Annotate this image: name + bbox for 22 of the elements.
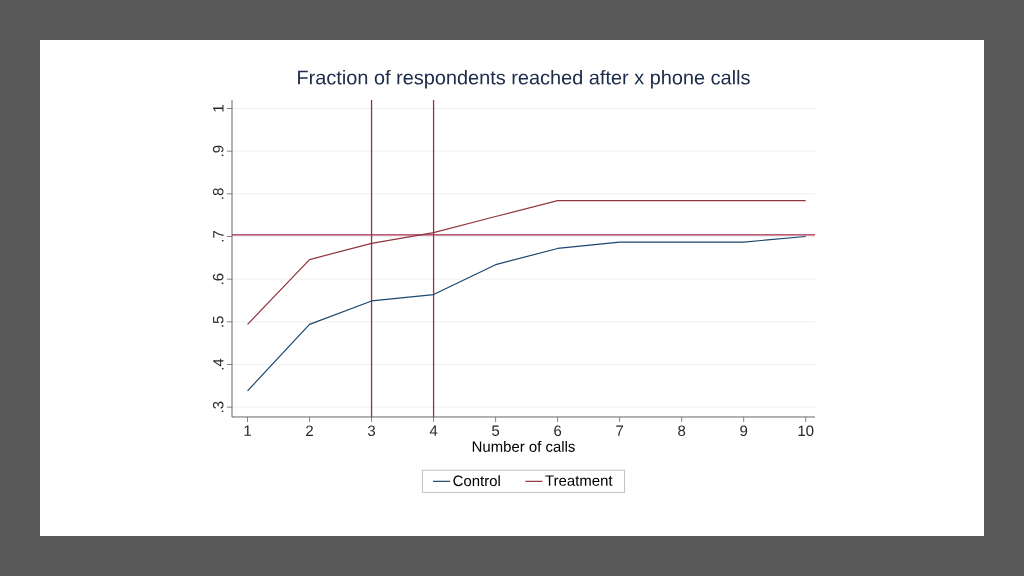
x-tick-label: 4 bbox=[429, 425, 438, 436]
x-tick-label: 7 bbox=[616, 425, 624, 436]
legend-label: Control bbox=[453, 475, 500, 487]
x-tick-label: 9 bbox=[740, 425, 748, 437]
y-tick-label: .6 bbox=[212, 273, 224, 285]
x-tick-label: 5 bbox=[492, 425, 500, 436]
x-tick-label: 1 bbox=[244, 425, 251, 436]
x-tick-label: 3 bbox=[367, 425, 376, 437]
y-tick-label: .7 bbox=[213, 231, 224, 242]
x-tick-label: 6 bbox=[554, 425, 562, 437]
y-tick-label: .5 bbox=[213, 316, 224, 327]
y-tick-label: 1 bbox=[213, 105, 224, 112]
y-tick-label: .3 bbox=[212, 401, 224, 413]
y-tick-label: .8 bbox=[212, 188, 224, 199]
x-tick-label: 2 bbox=[306, 425, 313, 436]
x-tick-label: 8 bbox=[678, 425, 686, 437]
legend-label: Treatment bbox=[545, 475, 613, 486]
chart-title: Fraction of respondents reached after x phone calls bbox=[298, 69, 750, 89]
x-axis-title: Number of calls bbox=[472, 440, 575, 452]
x-tick-label: 10 bbox=[798, 425, 814, 437]
y-tick-label: .4 bbox=[213, 358, 224, 370]
y-tick-label: .9 bbox=[212, 145, 224, 157]
